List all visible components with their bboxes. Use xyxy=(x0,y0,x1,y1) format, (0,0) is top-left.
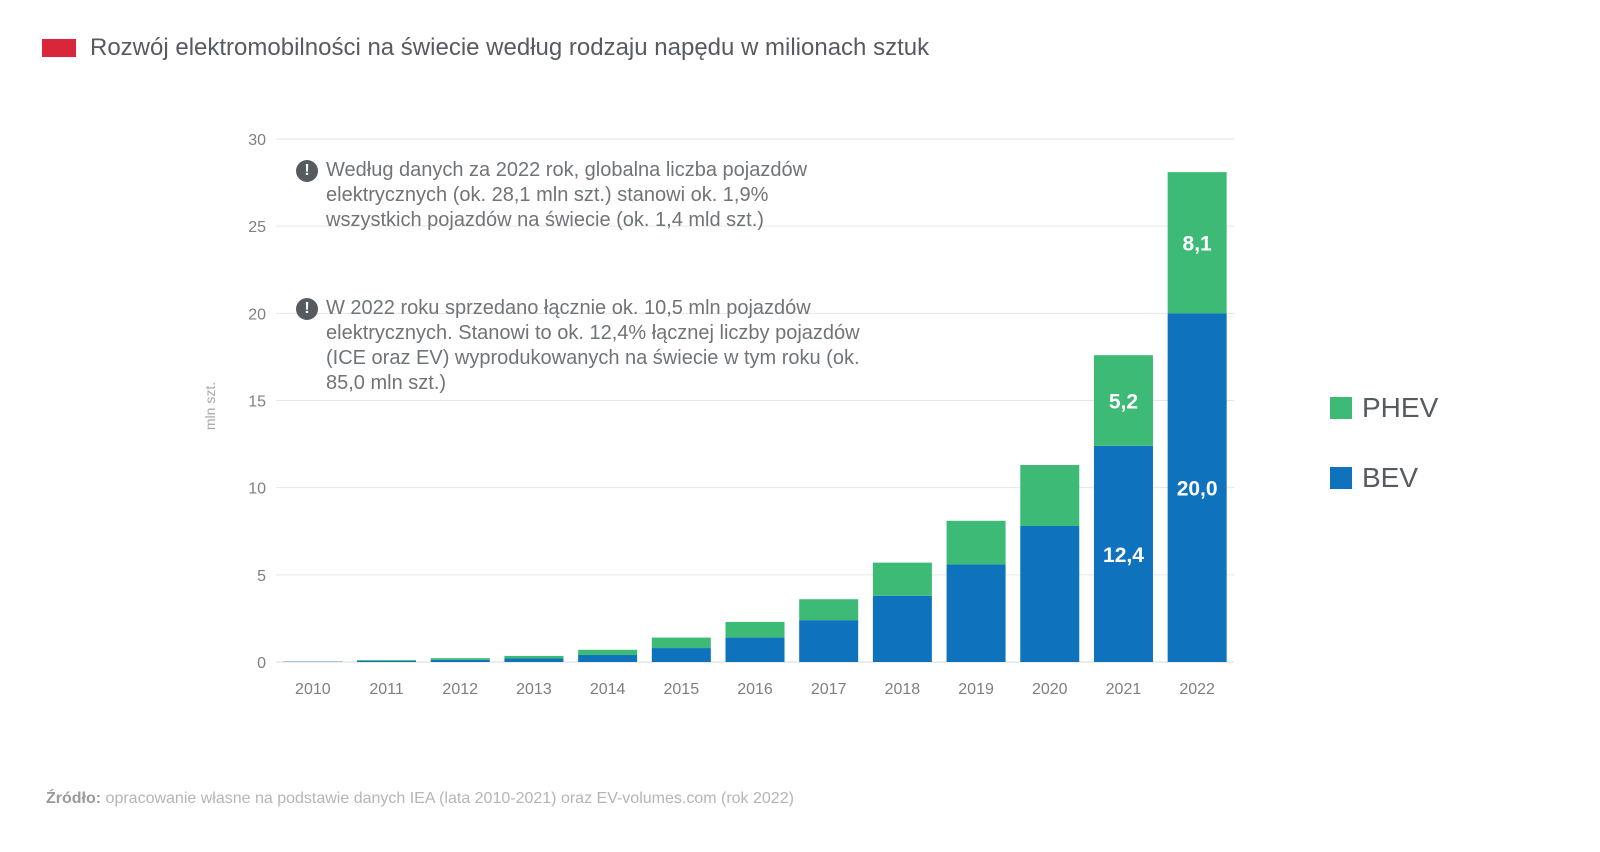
bar-phev-2011 xyxy=(357,660,417,661)
bar-bev-2022 xyxy=(1167,313,1227,662)
bar-bev-2014 xyxy=(578,655,638,662)
x-tick-label: 2018 xyxy=(885,681,921,698)
legend-label-bev: BEV xyxy=(1362,462,1419,493)
annotation-note-1: ! Według danych za 2022 rok, globalna li… xyxy=(296,158,866,233)
data-label-bev-2022: 20,0 xyxy=(1177,478,1218,501)
source-text: opracowanie własne na podstawie danych I… xyxy=(101,790,794,807)
bar-bev-2018 xyxy=(872,595,932,662)
x-tick-label: 2020 xyxy=(1032,681,1068,698)
chart-title: Rozwój elektromobilności na świecie wedł… xyxy=(90,34,930,61)
source-note: Źródło: opracowanie własne na podstawie … xyxy=(46,790,794,808)
y-tick-label: 30 xyxy=(248,132,266,149)
source-prefix: Źródło: xyxy=(46,790,102,807)
bar-phev-2012 xyxy=(430,658,490,660)
bar-phev-2017 xyxy=(799,599,859,621)
chart-legend: PHEV BEV xyxy=(1330,392,1438,532)
x-tick-label: 2016 xyxy=(737,681,773,698)
y-tick-label: 0 xyxy=(257,655,266,672)
legend-swatch-bev xyxy=(1330,467,1352,489)
chart-header: Rozwój elektromobilności na świecie wedł… xyxy=(42,34,929,62)
bar-bev-2016 xyxy=(725,637,785,662)
x-tick-label: 2017 xyxy=(811,681,847,698)
data-label-bev-2021: 12,4 xyxy=(1103,544,1144,567)
x-tick-label: 2013 xyxy=(516,681,552,698)
bar-bev-2017 xyxy=(799,620,859,662)
bar-bev-2013 xyxy=(504,658,564,662)
legend-label-phev: PHEV xyxy=(1362,392,1439,423)
title-marker xyxy=(42,39,76,57)
exclamation-icon: ! xyxy=(296,298,318,320)
bar-phev-2020 xyxy=(1020,465,1080,527)
y-tick-label: 5 xyxy=(257,568,266,585)
legend-item-bev: BEV xyxy=(1330,462,1438,494)
annotation-text-1: Według danych za 2022 rok, globalna licz… xyxy=(326,159,808,231)
x-tick-label: 2019 xyxy=(958,681,994,698)
bar-phev-2015 xyxy=(651,637,711,649)
exclamation-icon: ! xyxy=(296,160,318,182)
x-tick-label: 2015 xyxy=(664,681,700,698)
bar-phev-2018 xyxy=(872,562,932,596)
bar-bev-2019 xyxy=(946,564,1006,662)
bar-phev-2013 xyxy=(504,655,564,659)
y-tick-label: 20 xyxy=(248,306,266,323)
bar-phev-2014 xyxy=(578,649,638,656)
bar-bev-2020 xyxy=(1020,526,1080,662)
bar-bev-2011 xyxy=(357,660,417,662)
x-tick-label: 2022 xyxy=(1179,681,1215,698)
y-axis-label: mln szt. xyxy=(202,381,219,431)
x-tick-label: 2012 xyxy=(442,681,478,698)
y-tick-label: 15 xyxy=(248,394,266,411)
y-tick-label: 25 xyxy=(248,219,266,236)
bar-bev-2012 xyxy=(430,659,490,662)
y-tick-label: 10 xyxy=(248,481,266,498)
annotation-note-2: ! W 2022 roku sprzedano łącznie ok. 10,5… xyxy=(296,296,866,396)
bar-phev-2016 xyxy=(725,621,785,638)
x-tick-label: 2014 xyxy=(590,681,626,698)
data-label-phev-2022: 8,1 xyxy=(1183,233,1213,256)
bar-phev-2019 xyxy=(946,520,1006,565)
bar-phev-2021 xyxy=(1093,355,1153,446)
bar-bev-2021 xyxy=(1093,445,1153,662)
legend-swatch-phev xyxy=(1330,397,1352,419)
x-tick-label: 2021 xyxy=(1106,681,1142,698)
x-tick-label: 2011 xyxy=(369,681,404,698)
x-tick-label: 2010 xyxy=(295,681,331,698)
legend-item-phev: PHEV xyxy=(1330,392,1438,424)
bar-phev-2022 xyxy=(1167,172,1227,314)
bar-bev-2015 xyxy=(651,648,711,662)
data-label-phev-2021: 5,2 xyxy=(1109,391,1138,414)
annotation-text-2: W 2022 roku sprzedano łącznie ok. 10,5 m… xyxy=(326,297,860,394)
